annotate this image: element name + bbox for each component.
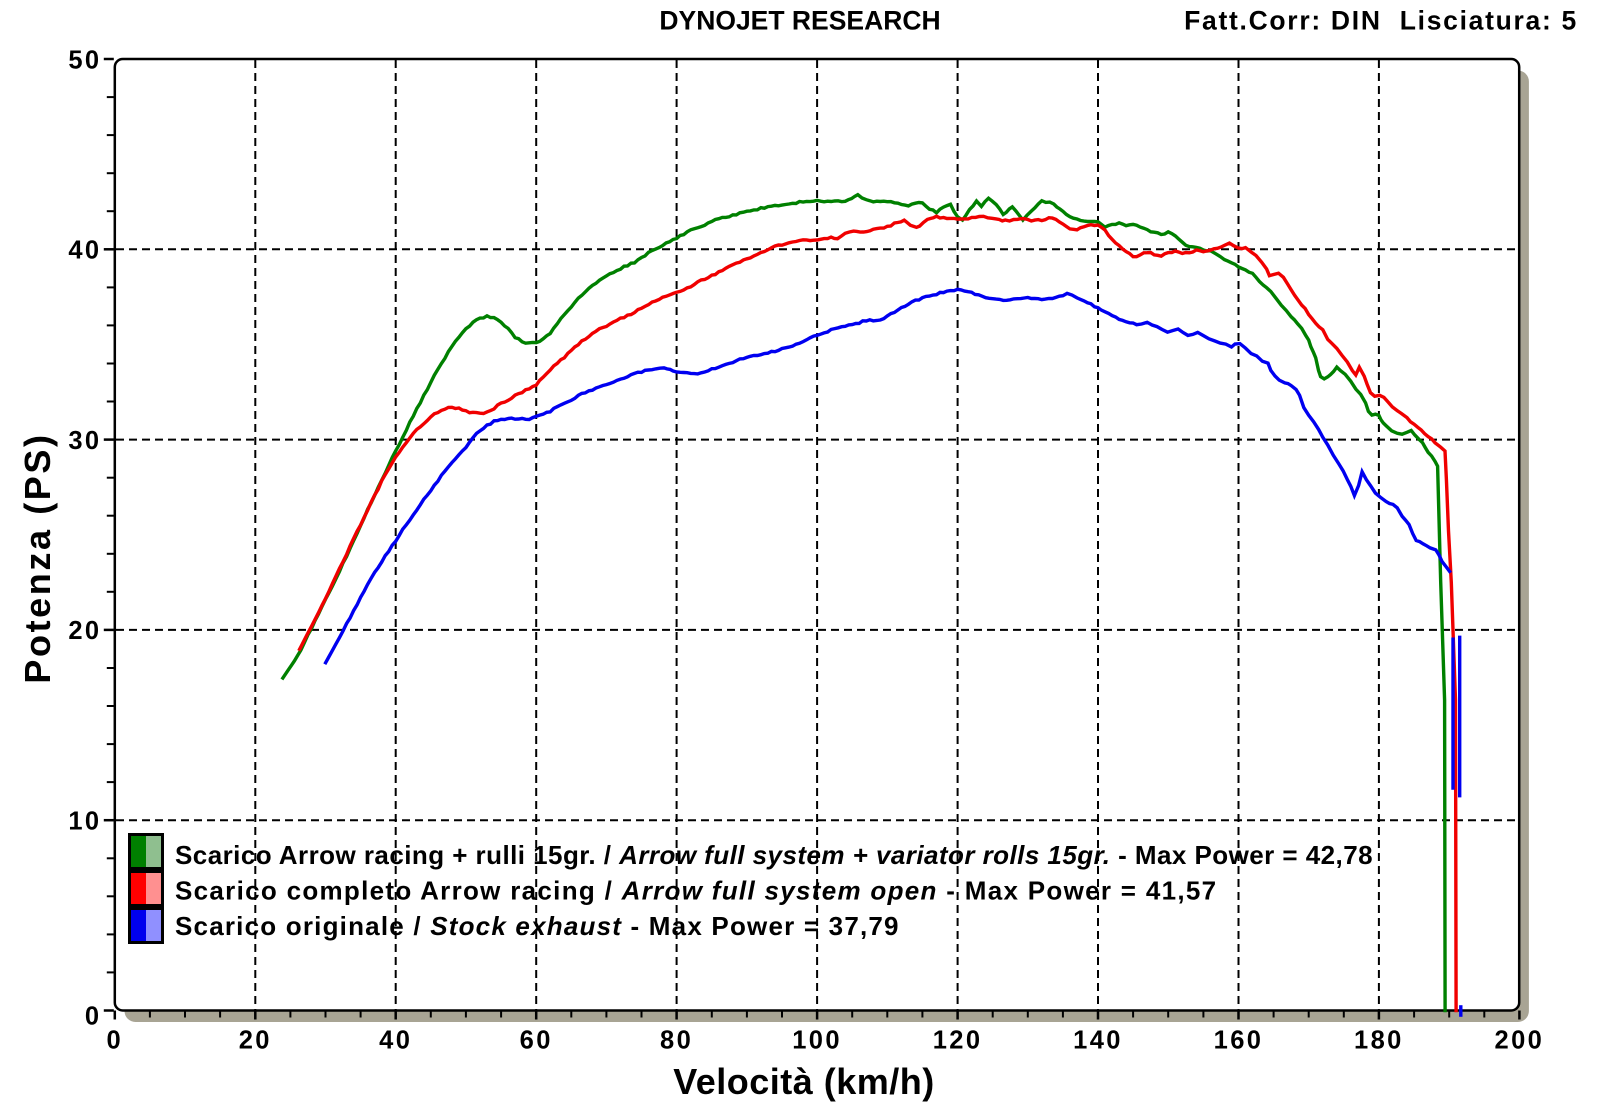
svg-text:50: 50 — [68, 46, 101, 74]
svg-text:Velocità (km/h): Velocità (km/h) — [673, 1061, 935, 1102]
svg-text:DYNOJET RESEARCH: DYNOJET RESEARCH — [659, 6, 940, 36]
svg-text:20: 20 — [239, 1026, 272, 1054]
svg-text:Fatt.Corr: DIN Lisciatura: 5: Fatt.Corr: DIN Lisciatura: 5 — [1184, 6, 1578, 36]
svg-text:Potenza (PS): Potenza (PS) — [17, 432, 58, 683]
svg-text:100: 100 — [792, 1026, 842, 1054]
svg-text:40: 40 — [379, 1026, 412, 1054]
svg-text:160: 160 — [1214, 1026, 1264, 1054]
svg-text:180: 180 — [1354, 1026, 1404, 1054]
svg-text:0: 0 — [85, 1002, 102, 1030]
svg-text:80: 80 — [660, 1026, 693, 1054]
svg-text:30: 30 — [68, 427, 101, 455]
svg-text:Scarico completo Arrow racing: Scarico completo Arrow racing / Arrow fu… — [175, 876, 1217, 906]
svg-text:200: 200 — [1495, 1026, 1545, 1054]
svg-text:40: 40 — [68, 237, 101, 265]
svg-text:140: 140 — [1073, 1026, 1123, 1054]
svg-text:0: 0 — [107, 1026, 124, 1054]
svg-text:20: 20 — [68, 617, 101, 645]
svg-text:120: 120 — [933, 1026, 983, 1054]
svg-text:Scarico Arrow racing + rulli 1: Scarico Arrow racing + rulli 15gr. / Arr… — [175, 840, 1373, 870]
svg-text:Scarico originale / Stock exha: Scarico originale / Stock exhaust - Max … — [175, 911, 900, 941]
svg-text:60: 60 — [520, 1026, 553, 1054]
svg-text:10: 10 — [68, 808, 101, 836]
